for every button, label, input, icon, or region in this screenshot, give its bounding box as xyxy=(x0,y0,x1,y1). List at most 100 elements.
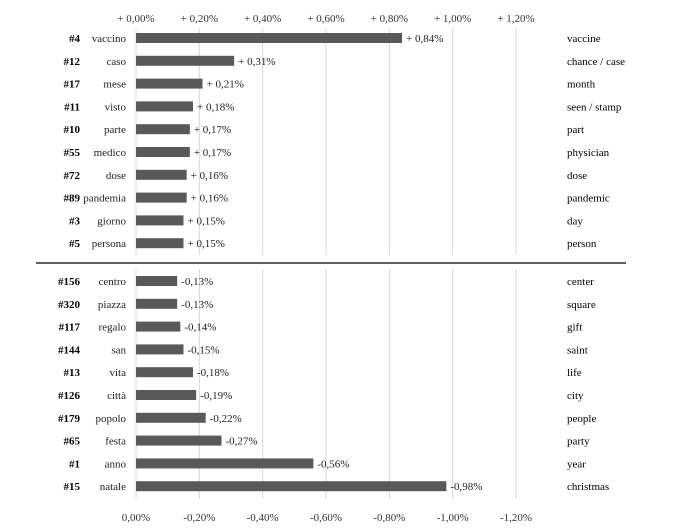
word-label: caso xyxy=(106,56,126,68)
word-label: anno xyxy=(105,458,127,470)
tick-label: + 0,00% xyxy=(117,13,154,25)
data-label: + 0,15% xyxy=(188,238,225,250)
word-label: dose xyxy=(106,170,126,182)
translation-label: gift xyxy=(567,322,582,334)
tick-label: + 1,20% xyxy=(497,13,534,25)
translation-label: person xyxy=(567,238,597,250)
word-label: pandemia xyxy=(83,193,126,205)
word-label: centro xyxy=(99,276,127,288)
rank-label: #10 xyxy=(64,124,81,136)
translation-label: square xyxy=(567,299,596,311)
word-label: regalo xyxy=(99,322,127,334)
bar xyxy=(136,435,222,446)
rank-label: #3 xyxy=(69,215,81,227)
rank-label: #320 xyxy=(58,299,81,311)
translation-label: christmas xyxy=(567,481,609,493)
bar xyxy=(136,390,197,400)
rank-label: #179 xyxy=(58,413,81,425)
word-label: festa xyxy=(105,436,126,448)
data-label: -0,13% xyxy=(181,276,213,288)
word-label: san xyxy=(111,344,126,356)
rank-label: #4 xyxy=(69,33,81,45)
data-label: + 0,17% xyxy=(194,147,231,159)
tick-label: -1,00% xyxy=(437,512,469,524)
data-label: + 0,84% xyxy=(406,33,443,45)
data-label: + 0,17% xyxy=(194,124,231,136)
data-label: -0,13% xyxy=(181,299,213,311)
word-label: vita xyxy=(110,367,127,379)
data-label: + 0,31% xyxy=(238,56,275,68)
bar xyxy=(136,276,178,286)
data-label: + 0,16% xyxy=(191,193,228,205)
rank-label: #17 xyxy=(64,79,81,91)
bar xyxy=(136,321,181,332)
bar xyxy=(136,215,184,226)
word-label: visto xyxy=(105,101,127,113)
bar xyxy=(136,101,194,112)
tick-label: -0,40% xyxy=(247,512,279,524)
data-label: -0,22% xyxy=(210,413,242,425)
data-label: -0,19% xyxy=(200,390,232,402)
tick-label: + 1,00% xyxy=(434,13,471,25)
rank-label: #117 xyxy=(59,322,81,334)
data-label: -0,56% xyxy=(317,458,349,470)
data-label: -0,14% xyxy=(184,322,216,334)
translation-label: day xyxy=(567,215,583,227)
bar xyxy=(136,458,314,469)
data-label: + 0,21% xyxy=(207,79,244,91)
data-label: + 0,15% xyxy=(188,215,225,227)
translation-label: year xyxy=(567,458,586,470)
bar xyxy=(136,238,184,249)
rank-label: #156 xyxy=(58,276,81,288)
word-label: persona xyxy=(92,238,126,250)
rank-label: #12 xyxy=(64,56,81,68)
bar xyxy=(136,124,190,135)
data-label: -0,15% xyxy=(188,344,220,356)
data-label: -0,27% xyxy=(226,436,258,448)
rank-label: #65 xyxy=(64,436,81,448)
translation-label: party xyxy=(567,436,590,448)
rank-label: #72 xyxy=(64,170,81,182)
translation-label: part xyxy=(567,124,584,136)
rank-label: #126 xyxy=(58,390,81,402)
word-label: mese xyxy=(103,79,126,91)
tick-label: + 0,80% xyxy=(371,13,408,25)
rank-label: #5 xyxy=(69,238,81,250)
translation-label: city xyxy=(567,390,584,402)
tick-label: + 0,40% xyxy=(244,13,281,25)
tick-label: -0,60% xyxy=(310,512,342,524)
top-panel: + 0,00% + 0,20% + 0,40% + 0,60% + 0,80% + 1,0… xyxy=(64,13,625,255)
word-label: natale xyxy=(100,481,126,493)
bar xyxy=(136,367,194,378)
word-label: medico xyxy=(94,147,127,159)
rank-label: #13 xyxy=(64,367,81,379)
translation-label: month xyxy=(567,79,596,91)
word-label: vaccino xyxy=(92,33,127,45)
bar xyxy=(136,344,184,355)
bottom-panel: 0,00% -0,20% -0,40% -0,60% -0,80% -1,00% -1,20… xyxy=(58,269,609,524)
rank-label: #55 xyxy=(64,147,81,159)
bar xyxy=(136,55,235,66)
translation-label: saint xyxy=(567,344,588,356)
bar xyxy=(136,412,206,423)
word-label: popolo xyxy=(95,413,126,425)
translation-label: chance / case xyxy=(567,56,625,68)
bar xyxy=(136,78,203,89)
bar xyxy=(136,192,187,203)
word-label: città xyxy=(107,390,126,402)
word-label: piazza xyxy=(98,299,126,311)
translation-label: life xyxy=(567,367,582,379)
rank-label: #15 xyxy=(64,481,81,493)
rank-label: #144 xyxy=(58,344,81,356)
bar xyxy=(136,169,187,180)
translation-label: physician xyxy=(567,147,610,159)
translation-label: seen / stamp xyxy=(567,101,622,113)
translation-label: dose xyxy=(567,170,587,182)
rank-label: #89 xyxy=(64,193,81,205)
data-label: + 0,18% xyxy=(197,101,234,113)
word-label: giorno xyxy=(97,215,126,227)
rank-label: #1 xyxy=(69,458,80,470)
tick-label: -1,20% xyxy=(500,512,532,524)
